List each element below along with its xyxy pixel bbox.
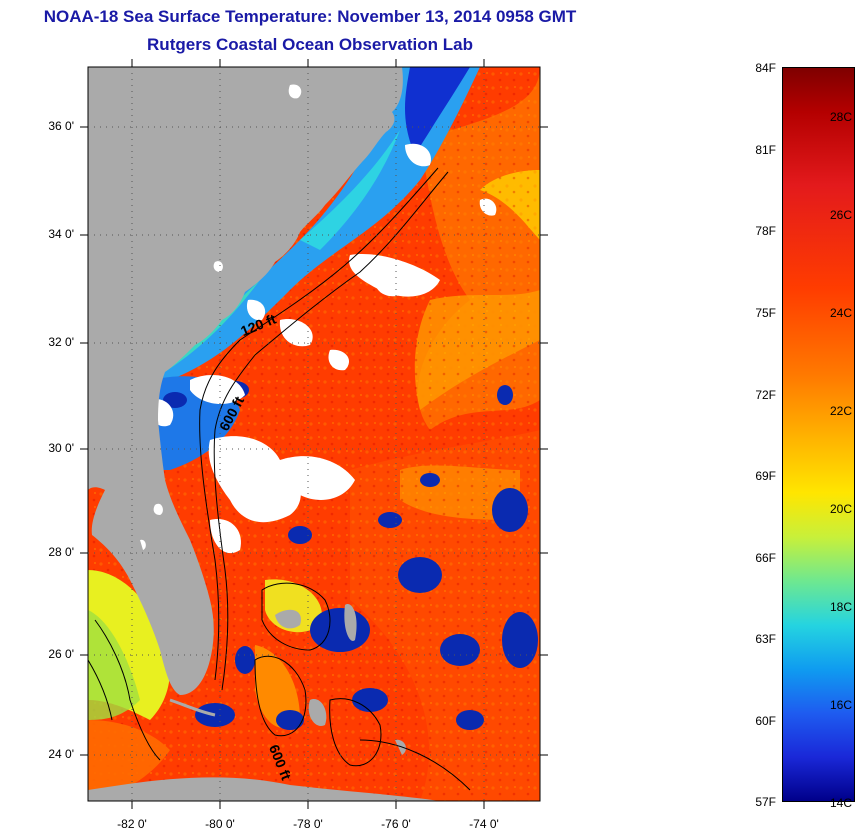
colorbar-label-66f: 66F [755,551,776,565]
lat-label-30: 30 0' [48,441,74,455]
lat-label-24: 24 0' [48,747,74,761]
colorbar-label-75f: 75F [755,306,776,320]
map-imagery [88,67,540,801]
temperature-colorbar [782,67,855,802]
colorbar-label-22c: 22C [830,404,853,418]
lat-label-34: 34 0' [48,227,74,241]
inland-lakes [140,84,302,550]
lon-label-80: -80 0' [205,817,235,831]
colorbar-label-28c: 28C [830,110,853,124]
colorbar-label-72f: 72F [755,388,776,402]
lon-label-76: -76 0' [381,817,411,831]
colorbar-label-69f: 69F [755,469,776,483]
colorbar-label-63f: 63F [755,632,776,646]
colorbar-label-16c: 16C [830,698,853,712]
colorbar-label-24c: 24C [830,306,853,320]
lat-label-32: 32 0' [48,335,74,349]
lat-label-36: 36 0' [48,119,74,133]
colorbar-label-60f: 60F [755,714,776,728]
colorbar-label-84f: 84F [755,61,776,75]
colorbar-label-18c: 18C [830,600,853,614]
graticule [88,67,540,801]
map-title: NOAA-18 Sea Surface Temperature: Novembe… [43,7,577,26]
map-frame [87,66,541,802]
colorbar-label-57f: 57F [755,795,776,809]
map-subtitle: Rutgers Coastal Ocean Observation Lab [147,35,473,54]
land-us-mainland [88,67,403,695]
colorbar-label-14c: 14C [830,796,853,810]
cloud-cover [149,143,497,554]
lon-label-78: -78 0' [293,817,323,831]
lon-label-82: -82 0' [117,817,147,831]
bahamas-islands [275,604,406,755]
land-cuba [88,777,440,801]
colorbar-label-26c: 26C [830,208,853,222]
lon-label-74: -74 0' [469,817,499,831]
lat-label-26: 26 0' [48,647,74,661]
colorbar-label-78f: 78F [755,224,776,238]
lat-label-28: 28 0' [48,545,74,559]
bathymetry-contours [88,167,471,791]
colorbar-label-81f: 81F [755,143,776,157]
tick-marks [80,59,548,809]
colorbar-label-20c: 20C [830,502,853,516]
